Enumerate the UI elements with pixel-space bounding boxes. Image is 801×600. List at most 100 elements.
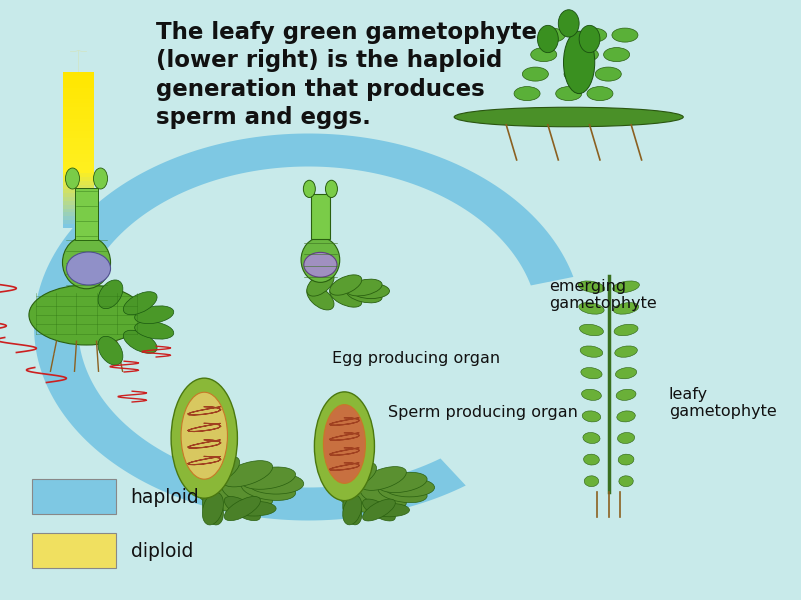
Ellipse shape	[62, 236, 111, 289]
Ellipse shape	[581, 368, 602, 379]
Ellipse shape	[514, 86, 540, 101]
Text: emerging
gametophyte: emerging gametophyte	[549, 279, 657, 311]
Ellipse shape	[171, 378, 237, 498]
FancyBboxPatch shape	[63, 169, 94, 173]
Ellipse shape	[330, 287, 362, 307]
Ellipse shape	[241, 467, 296, 489]
Ellipse shape	[604, 47, 630, 62]
Ellipse shape	[335, 485, 376, 512]
Ellipse shape	[564, 67, 590, 81]
Ellipse shape	[582, 389, 602, 400]
FancyBboxPatch shape	[75, 187, 98, 240]
Ellipse shape	[614, 346, 638, 357]
FancyBboxPatch shape	[63, 158, 94, 161]
FancyBboxPatch shape	[63, 193, 94, 197]
Ellipse shape	[241, 478, 296, 500]
Ellipse shape	[454, 107, 683, 127]
Ellipse shape	[531, 47, 557, 62]
Ellipse shape	[335, 463, 376, 490]
Ellipse shape	[324, 404, 365, 484]
Ellipse shape	[307, 286, 334, 310]
Ellipse shape	[613, 281, 639, 293]
FancyBboxPatch shape	[63, 189, 94, 193]
FancyBboxPatch shape	[63, 76, 94, 80]
Ellipse shape	[135, 306, 174, 323]
FancyBboxPatch shape	[63, 181, 94, 185]
Ellipse shape	[369, 503, 409, 517]
Ellipse shape	[584, 454, 599, 465]
Ellipse shape	[314, 392, 375, 500]
FancyBboxPatch shape	[63, 150, 94, 154]
FancyBboxPatch shape	[63, 95, 94, 99]
FancyBboxPatch shape	[312, 194, 330, 239]
FancyBboxPatch shape	[63, 99, 94, 103]
Text: Sperm producing organ: Sperm producing organ	[388, 405, 578, 420]
Ellipse shape	[378, 472, 427, 493]
Ellipse shape	[360, 467, 406, 490]
Text: The leafy green gametophyte
(lower right) is the haploid
generation that produce: The leafy green gametophyte (lower right…	[156, 21, 537, 129]
FancyBboxPatch shape	[63, 146, 94, 150]
Ellipse shape	[616, 389, 636, 400]
FancyBboxPatch shape	[63, 134, 94, 138]
FancyBboxPatch shape	[63, 197, 94, 200]
FancyBboxPatch shape	[63, 220, 94, 224]
Ellipse shape	[194, 456, 239, 487]
Text: leafy
gametophyte: leafy gametophyte	[669, 387, 777, 419]
FancyBboxPatch shape	[63, 200, 94, 205]
FancyBboxPatch shape	[63, 122, 94, 127]
Ellipse shape	[384, 478, 434, 497]
Ellipse shape	[222, 481, 272, 507]
Ellipse shape	[347, 279, 382, 296]
FancyBboxPatch shape	[63, 208, 94, 212]
FancyBboxPatch shape	[63, 142, 94, 146]
FancyBboxPatch shape	[63, 119, 94, 122]
Ellipse shape	[343, 495, 362, 525]
Ellipse shape	[539, 28, 565, 42]
Ellipse shape	[304, 180, 316, 197]
Ellipse shape	[617, 411, 635, 422]
Circle shape	[66, 252, 111, 285]
Ellipse shape	[578, 281, 605, 293]
Ellipse shape	[98, 280, 123, 308]
Ellipse shape	[325, 180, 337, 197]
Ellipse shape	[579, 324, 603, 336]
Ellipse shape	[203, 492, 223, 525]
Ellipse shape	[232, 501, 276, 516]
Ellipse shape	[330, 275, 362, 295]
Ellipse shape	[618, 433, 634, 443]
Ellipse shape	[378, 482, 427, 503]
Ellipse shape	[579, 302, 604, 314]
Ellipse shape	[135, 322, 174, 339]
Polygon shape	[34, 134, 574, 520]
Ellipse shape	[94, 168, 107, 189]
Ellipse shape	[615, 368, 637, 379]
FancyBboxPatch shape	[63, 173, 94, 178]
Ellipse shape	[29, 285, 144, 345]
FancyBboxPatch shape	[63, 138, 94, 142]
FancyBboxPatch shape	[63, 178, 94, 181]
Ellipse shape	[98, 337, 123, 365]
Ellipse shape	[522, 67, 549, 81]
FancyBboxPatch shape	[63, 72, 94, 76]
Ellipse shape	[66, 168, 79, 189]
Ellipse shape	[123, 292, 157, 315]
Ellipse shape	[352, 283, 389, 299]
FancyBboxPatch shape	[63, 127, 94, 130]
Ellipse shape	[583, 433, 600, 443]
Ellipse shape	[582, 411, 601, 422]
Ellipse shape	[618, 454, 634, 465]
FancyBboxPatch shape	[63, 107, 94, 111]
FancyBboxPatch shape	[63, 92, 94, 95]
Ellipse shape	[573, 47, 598, 62]
FancyBboxPatch shape	[63, 185, 94, 189]
FancyBboxPatch shape	[63, 161, 94, 166]
Ellipse shape	[347, 286, 382, 303]
FancyBboxPatch shape	[63, 83, 94, 88]
Ellipse shape	[619, 476, 634, 487]
FancyBboxPatch shape	[63, 115, 94, 119]
Ellipse shape	[558, 10, 579, 37]
Ellipse shape	[203, 492, 223, 525]
FancyBboxPatch shape	[63, 103, 94, 107]
Ellipse shape	[581, 28, 606, 42]
FancyBboxPatch shape	[32, 533, 116, 568]
